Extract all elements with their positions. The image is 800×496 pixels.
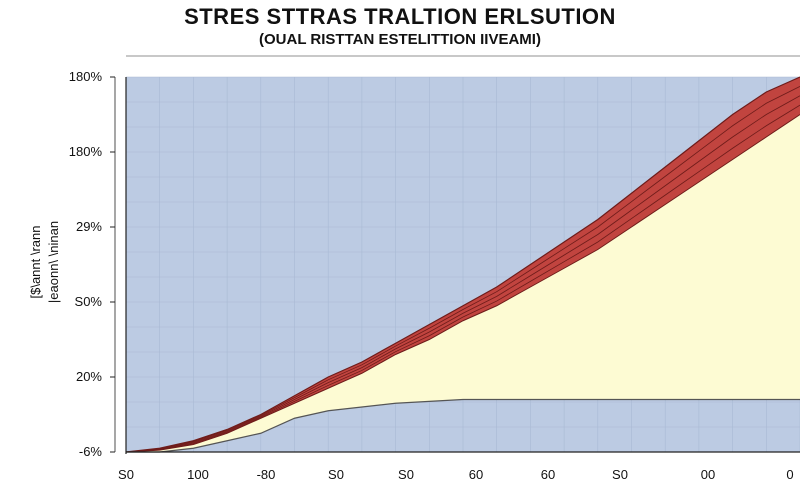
y-tick-label: 20% bbox=[76, 369, 102, 384]
band-strata-line bbox=[125, 86, 800, 453]
x-tick-label: 0 bbox=[786, 467, 793, 482]
chart-title: STRES STTRAS TRALTION ERLSUTION bbox=[184, 4, 616, 29]
series-line-middle bbox=[125, 114, 800, 453]
series-line-lower bbox=[126, 398, 800, 453]
x-tick-label: 60 bbox=[541, 467, 555, 482]
x-tick-label: -80 bbox=[257, 467, 276, 482]
band-strata-line bbox=[125, 95, 800, 453]
x-tick-label: S0 bbox=[328, 467, 344, 482]
x-tick-label: 00 bbox=[701, 467, 715, 482]
y-tick-label: 180% bbox=[69, 144, 103, 159]
title-divider bbox=[126, 55, 800, 57]
x-tick-label: S0 bbox=[612, 467, 628, 482]
x-tick-label: S0 bbox=[398, 467, 414, 482]
y-axis-label: |eaonn\ \ninan bbox=[46, 221, 61, 303]
chart-subtitle: (OUAL RISTTAN ESTELITTION IIVEAMI) bbox=[259, 31, 541, 48]
series-line-upper bbox=[125, 76, 800, 453]
y-axis-label: [$\annt \rann bbox=[28, 226, 43, 299]
x-tick-label: 60 bbox=[469, 467, 483, 482]
y-tick-label: 180% bbox=[69, 69, 103, 84]
y-tick-label: -6% bbox=[79, 444, 103, 459]
band-strata-line bbox=[125, 104, 800, 453]
area-main-cream bbox=[126, 114, 800, 452]
y-tick-label: S0% bbox=[75, 294, 103, 309]
x-tick-label: S0 bbox=[118, 467, 134, 482]
y-tick-label: 29% bbox=[76, 219, 102, 234]
x-tick-label: 100 bbox=[187, 467, 209, 482]
